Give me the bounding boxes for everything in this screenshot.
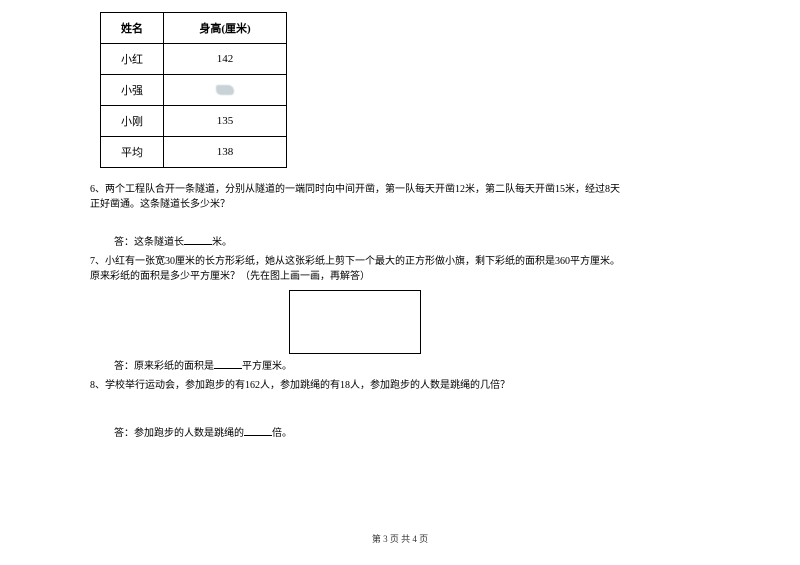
question-7: 7、小红有一张宽30厘米的长方形彩纸，她从这张彩纸上剪下一个最大的正方形做小旗，… (90, 254, 620, 284)
answer-8-pre: 答：参加跑步的人数是跳绳的 (114, 428, 244, 439)
cell-name: 小刚 (101, 106, 164, 137)
cell-height (164, 75, 287, 106)
answer-7: 答：原来彩纸的面积是 平方厘米。 (114, 358, 620, 374)
answer-6-post: 米。 (212, 237, 232, 248)
cell-name: 平均 (101, 137, 164, 168)
cell-name: 小强 (101, 75, 164, 106)
table-row: 小刚 135 (101, 106, 287, 137)
answer-6: 答：这条隧道长 米。 (114, 234, 620, 250)
erased-icon (216, 85, 234, 95)
answer-7-post: 平方厘米。 (242, 361, 292, 372)
page-footer: 第 3 页 共 4 页 (0, 532, 800, 545)
question-8: 8、学校举行运动会，参加跑步的有162人，参加跳绳的有18人，参加跑步的人数是跳… (90, 378, 620, 393)
answer-8: 答：参加跑步的人数是跳绳的 倍。 (114, 425, 620, 441)
question-6: 6、两个工程队合开一条隧道，分别从隧道的一端同时向中间开凿，第一队每天开凿12米… (90, 182, 620, 212)
height-table: 姓名 身高(厘米) 小红 142 小强 小刚 135 平均 138 (100, 12, 287, 168)
table-row: 小红 142 (101, 44, 287, 75)
table-row: 小强 (101, 75, 287, 106)
cell-height: 138 (164, 137, 287, 168)
table-header-height: 身高(厘米) (164, 13, 287, 44)
table-row: 姓名 身高(厘米) (101, 13, 287, 44)
answer-8-post: 倍。 (272, 428, 292, 439)
blank (244, 425, 272, 436)
cell-height: 135 (164, 106, 287, 137)
draw-box (289, 290, 421, 354)
blank (184, 234, 212, 245)
blank (214, 358, 242, 369)
answer-7-pre: 答：原来彩纸的面积是 (114, 361, 214, 372)
cell-name: 小红 (101, 44, 164, 75)
table-header-name: 姓名 (101, 13, 164, 44)
answer-6-pre: 答：这条隧道长 (114, 237, 184, 248)
table-row: 平均 138 (101, 137, 287, 168)
cell-height: 142 (164, 44, 287, 75)
